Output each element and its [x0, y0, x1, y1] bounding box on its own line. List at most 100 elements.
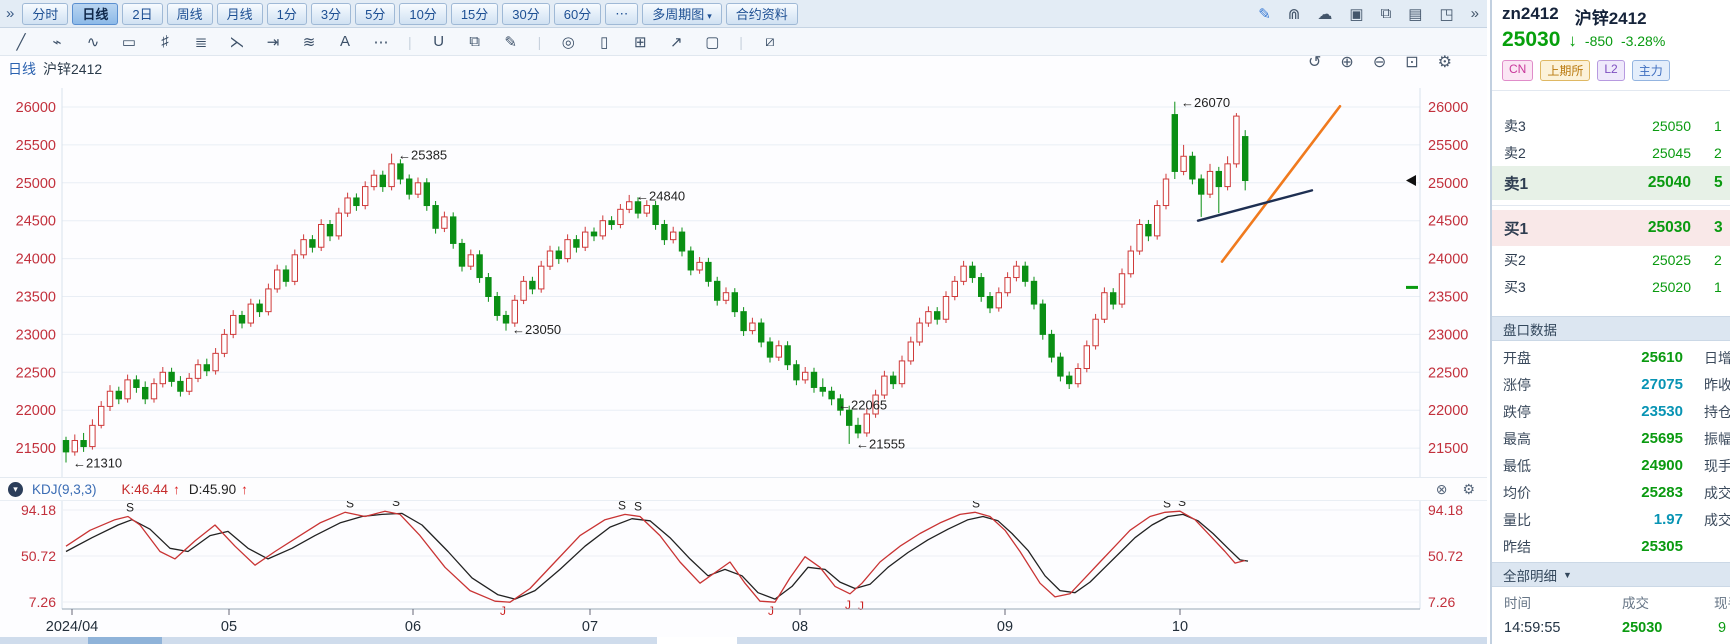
period-button-2day[interactable]: 2日: [122, 2, 163, 25]
alert-bell-icon[interactable]: ⋒: [1287, 5, 1301, 23]
trash-icon[interactable]: ▯: [600, 33, 609, 51]
order-row-卖1[interactable]: 卖1 25040 5: [1492, 166, 1730, 200]
order-volume: 2: [1714, 144, 1722, 161]
svg-text:50.72: 50.72: [21, 548, 56, 564]
contract-code: zn2412: [1502, 4, 1559, 23]
collapse-right-icon[interactable]: »: [1470, 5, 1479, 22]
svg-text:10: 10: [1172, 619, 1188, 635]
comment-icon[interactable]: ▢: [705, 33, 720, 51]
candlestick-chart: 26000 26000 25500 25500 25000 25000 24500 24500…: [0, 88, 1487, 644]
undo-icon[interactable]: ↺: [1308, 54, 1322, 71]
pankou-label-2: 成交: [1704, 511, 1730, 528]
channel-tool-icon[interactable]: ♯: [161, 33, 169, 50]
period-button-3min[interactable]: 3分: [310, 2, 352, 25]
measure-ruler-icon[interactable]: ⧄: [765, 33, 775, 50]
svg-text:94.18: 94.18: [1428, 502, 1463, 518]
more-tools-icon[interactable]: ⋯: [373, 33, 389, 51]
shape-tool-icon[interactable]: ▭: [121, 33, 137, 51]
svg-text:S: S: [1163, 496, 1171, 510]
multi-period-chart-button[interactable]: 多周期图 ▾: [642, 2, 722, 25]
draw-edit-icon[interactable]: ✎: [1258, 5, 1271, 23]
period-button-5min[interactable]: 5分: [355, 2, 396, 25]
screenshot-camera-icon[interactable]: ▣: [1349, 5, 1364, 23]
period-button-daily[interactable]: 日线: [72, 2, 119, 25]
svg-text:7.26: 7.26: [29, 594, 56, 610]
pane-borders: [61, 88, 1421, 609]
kdj-indicator-label[interactable]: KDJ(9,3,3): [32, 481, 97, 497]
expand-toolbar-icon[interactable]: »: [6, 5, 15, 22]
visibility-eye-icon[interactable]: ◎: [561, 33, 575, 51]
arrow-mark-icon[interactable]: ⇥: [266, 33, 280, 51]
layout-grid-icon[interactable]: ⊞: [633, 33, 647, 51]
fullscreen-icon[interactable]: ◳: [1439, 5, 1454, 23]
pankou-label: 最低: [1503, 457, 1531, 474]
order-row-买3[interactable]: 买3 25020 1: [1492, 273, 1730, 300]
detail-section-header[interactable]: 全部明细 ▼: [1492, 562, 1730, 587]
pankou-row-最高: 最高 25695 振幅: [1492, 425, 1730, 452]
line-tool-icon[interactable]: ╱: [16, 33, 26, 51]
period-toolbar: » 分时 日线 2日 周线 月线 1分 3分 5分 10分 15分 30分 60…: [0, 0, 1487, 28]
period-button-monthly[interactable]: 月线: [216, 2, 263, 25]
gann-fan-icon[interactable]: ⋋: [229, 33, 245, 51]
period-button-weekly[interactable]: 周线: [166, 2, 213, 25]
svg-text:09: 09: [997, 619, 1013, 635]
text-tool-icon[interactable]: A: [339, 33, 350, 50]
clone-drawing-icon[interactable]: ⧉: [469, 33, 480, 50]
monitor-chart-icon[interactable]: ▤: [1408, 5, 1423, 23]
curve-tool-icon[interactable]: ∿: [86, 33, 100, 51]
navy-trendline[interactable]: [1196, 189, 1314, 222]
zoom-out-icon[interactable]: ⊖: [1372, 54, 1387, 71]
pankou-label: 昨结: [1503, 538, 1531, 555]
order-row-卖2[interactable]: 卖2 25045 2: [1492, 139, 1730, 166]
pankou-row-均价: 均价 25283 成交: [1492, 479, 1730, 506]
price-gridlines: [62, 106, 1420, 449]
toolbar-separator: |: [739, 33, 743, 50]
contract-info-button[interactable]: 合约资料: [725, 2, 798, 25]
pankou-row-量比: 量比 1.97 成交: [1492, 506, 1730, 533]
indicator-settings-gear-icon[interactable]: ⚙: [1462, 480, 1475, 497]
more-periods-button[interactable]: ⋯: [605, 2, 639, 25]
multi-period-label: 多周期图: [652, 7, 705, 22]
fib-retracement-icon[interactable]: ≣: [194, 33, 208, 51]
orange-trendline[interactable]: [1220, 104, 1342, 263]
pankou-value: 25610: [1641, 349, 1683, 366]
svg-text:26000: 26000: [16, 100, 56, 116]
restore-view-icon[interactable]: ⊡: [1405, 54, 1419, 71]
magnet-icon[interactable]: U: [433, 33, 445, 50]
svg-text:08: 08: [792, 619, 808, 635]
export-icon[interactable]: ↗: [669, 33, 683, 51]
order-row-买2[interactable]: 买2 25025 2: [1492, 246, 1730, 273]
toolbar-separator: |: [537, 33, 542, 50]
close-indicator-icon[interactable]: ⊗: [1435, 480, 1448, 497]
duplicate-window-icon[interactable]: ⧉: [1380, 5, 1392, 22]
chart-symbol-label: 沪锌2412: [43, 61, 103, 77]
pankou-label: 均价: [1503, 484, 1531, 501]
period-button-1min[interactable]: 1分: [266, 2, 307, 25]
drawing-toolbar: ╱ ⌁ ∿ ▭ ♯ ≣ ⋋ ⇥ ≋ A ⋯ | U ⧉ ✎ | ◎ ▯ ⊞ ↗ ▢ | ⧄: [0, 28, 1487, 56]
polyline-tool-icon[interactable]: ⌁: [52, 33, 62, 51]
pankou-label-2: 日增: [1704, 349, 1730, 366]
order-level-label: 买3: [1504, 278, 1526, 295]
kdj-axis-labels: 94.18 94.18 50.72 50.72 7.26 7.26: [21, 502, 1463, 610]
period-button-60min[interactable]: 60分: [553, 2, 602, 25]
svg-text:J: J: [500, 604, 506, 618]
period-button-10min[interactable]: 10分: [399, 2, 447, 25]
order-row-买1[interactable]: 买1 25030 3: [1492, 210, 1730, 246]
svg-text:06: 06: [405, 619, 421, 635]
svg-text:25500: 25500: [1428, 138, 1468, 154]
order-row-卖3[interactable]: 卖3 25050 1: [1492, 112, 1730, 139]
kdj-d-value: D:45.90: [188, 481, 237, 497]
wave-tool-icon[interactable]: ≋: [302, 33, 316, 51]
period-button-30min[interactable]: 30分: [502, 2, 550, 25]
scrollbar-thumb[interactable]: [88, 637, 162, 644]
chart-settings-gear-icon[interactable]: ⚙: [1437, 54, 1452, 71]
brush-icon[interactable]: ✎: [504, 33, 517, 51]
cloud-icon[interactable]: ☁: [1317, 5, 1333, 23]
period-button-fenshi[interactable]: 分时: [22, 2, 69, 25]
kdj-collapse-icon[interactable]: ▾: [8, 481, 23, 497]
period-button-15min[interactable]: 15分: [450, 2, 499, 25]
zoom-in-icon[interactable]: ⊕: [1340, 54, 1354, 71]
svg-text:25500: 25500: [16, 138, 56, 154]
